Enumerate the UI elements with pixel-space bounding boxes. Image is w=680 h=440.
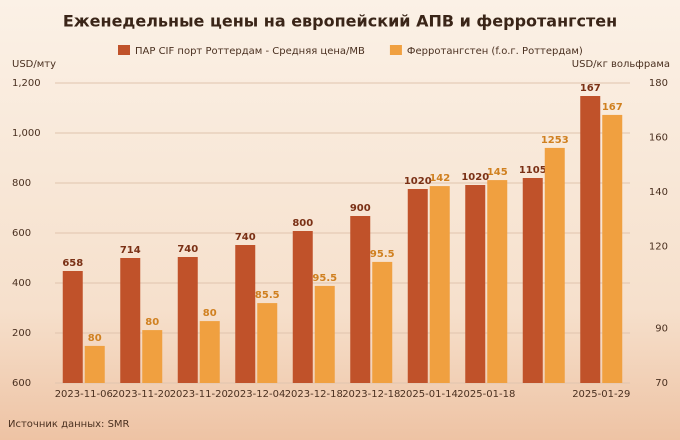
bar-label: 1105	[519, 165, 547, 176]
y2-tick-label: 140	[649, 187, 668, 198]
legend-swatch	[389, 45, 402, 55]
y2-tick-label: 120	[649, 242, 668, 253]
bar-label: 167	[580, 83, 601, 94]
bar	[62, 271, 83, 383]
bar-label: 145	[487, 167, 508, 178]
x-tick-label: 2025-01-29	[572, 389, 630, 400]
y-tick-label: 400	[12, 278, 31, 289]
y-axis-label: USD/мту	[12, 59, 56, 70]
chart-title: Еженедельные цены на европейский АПВ и ф…	[63, 12, 617, 31]
bar-label: 80	[88, 333, 102, 344]
y-tick-label: 600	[12, 378, 31, 389]
bar	[177, 257, 198, 383]
bar-label: 1020	[404, 176, 432, 187]
bar	[120, 258, 141, 383]
y2-tick-label: 180	[649, 78, 668, 89]
bar	[602, 114, 623, 383]
bar-label: 95.5	[370, 249, 395, 260]
bar-label: 1020	[461, 172, 489, 183]
bar	[142, 330, 163, 383]
bar-label: 167	[602, 102, 623, 113]
bar	[372, 261, 393, 383]
bar	[292, 231, 313, 383]
x-tick-label: 2023-12-18	[285, 389, 343, 400]
y2-axis-label: USD/кг вольфрама	[572, 59, 670, 70]
bar-label: 658	[62, 258, 83, 269]
y-tick-label: 800	[12, 178, 31, 189]
legend-swatch	[118, 45, 130, 55]
bar	[84, 345, 105, 383]
source: Источник данных: SMR	[8, 419, 130, 430]
bar	[522, 178, 543, 383]
y-tick-label: 1,000	[12, 128, 41, 139]
x-tick-label: 2023-11-20	[170, 389, 228, 400]
x-tick-label: 2025-01-14	[400, 389, 458, 400]
y-tick-label: 1,200	[12, 78, 41, 89]
bar	[235, 245, 256, 383]
legend-label: ПАР CIF порт Роттердам - Средняя цена/МВ	[135, 46, 365, 57]
bar-label: 80	[203, 308, 217, 319]
bar-label: 740	[235, 232, 256, 243]
y-tick-label: 200	[12, 328, 31, 339]
y2-tick-label: 70	[655, 378, 668, 389]
bar-label: 900	[350, 203, 371, 214]
bar-label: 714	[120, 245, 141, 256]
bar-label: 85.5	[255, 290, 280, 301]
bar	[407, 189, 428, 383]
bar-label: 142	[429, 173, 450, 184]
bar	[350, 216, 371, 383]
bar	[544, 147, 565, 383]
bar	[314, 285, 335, 383]
bar-label: 95.5	[312, 273, 337, 284]
legend-label: Ферротангстен (f.o.г. Роттердам)	[407, 46, 583, 57]
y2-tick-label: 160	[649, 133, 668, 144]
y2-tick-label: 90	[655, 323, 668, 334]
bar	[580, 96, 601, 383]
y-tick-label: 600	[12, 228, 31, 239]
x-tick-label: 2023-11-20	[112, 389, 170, 400]
x-tick-label: 2025-01-18	[457, 389, 515, 400]
bar	[429, 186, 450, 383]
x-tick-label: 2023-11-06	[55, 389, 113, 400]
bar-label: 740	[177, 244, 198, 255]
bar	[487, 180, 508, 383]
bar-label: 1253	[541, 135, 569, 146]
bar-label: 80	[145, 317, 159, 328]
bar	[257, 303, 278, 383]
x-tick-label: 2023-12-04	[227, 389, 285, 400]
bar	[465, 185, 486, 383]
bar-label: 800	[292, 218, 313, 229]
x-tick-label: 2023-12-18	[342, 389, 400, 400]
bar	[199, 321, 220, 383]
